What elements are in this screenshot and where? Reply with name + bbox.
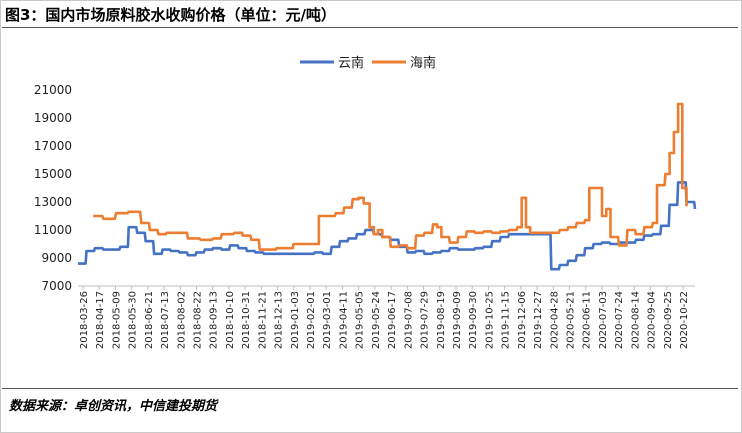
- series-line-hainan: [93, 102, 688, 251]
- x-tick-label: 2019-06-17: [387, 291, 398, 349]
- legend: 云南 海南: [300, 55, 436, 71]
- x-tick-label: 2018-06-21: [144, 291, 155, 349]
- legend-label-yunnan: 云南: [338, 55, 364, 71]
- x-tick-label: 2019-05-05: [355, 291, 366, 349]
- x-tick-label: 2019-11-15: [501, 291, 512, 349]
- x-tick-label: 2020-09-25: [663, 291, 674, 349]
- x-tick-label: 2020-07-03: [598, 291, 609, 349]
- title-divider: [2, 27, 738, 28]
- x-tick-label: 2018-12-13: [274, 291, 285, 349]
- y-tick-label: 13000: [34, 195, 72, 209]
- y-tick-label: 17000: [34, 139, 72, 153]
- y-tick-label: 7000: [41, 279, 72, 293]
- x-tick-label: 2018-08-02: [176, 291, 187, 349]
- x-tick-label: 2019-10-25: [484, 291, 495, 349]
- legend-label-hainan: 海南: [410, 55, 436, 71]
- x-tick-label: 2018-09-13: [209, 291, 220, 349]
- y-axis: 7000 9000 11000 13000 15000 17000 19000 21000: [34, 83, 72, 293]
- x-tick-label: 2019-07-08: [403, 291, 414, 349]
- y-tick-label: 11000: [34, 223, 72, 237]
- x-tick-label: 2019-08-19: [436, 291, 447, 349]
- x-tick-label: 2018-10-10: [225, 291, 236, 349]
- plot-area: [78, 102, 697, 271]
- x-tick-label: 2020-06-11: [582, 291, 593, 349]
- figure-title: 图3：国内市场原料胶水收购价格（单位：元/吨）: [5, 6, 336, 24]
- x-tick-label: 2018-04-17: [95, 291, 106, 349]
- x-tick-label: 2020-04-28: [549, 291, 560, 349]
- y-tick-label: 9000: [41, 251, 72, 265]
- x-tick-label: 2018-07-13: [160, 291, 171, 349]
- y-tick-label: 15000: [34, 167, 72, 181]
- x-tick-label: 2018-05-30: [128, 291, 139, 349]
- x-tick-label: 2020-08-14: [630, 291, 641, 349]
- x-tick-label: 2019-09-09: [452, 291, 463, 349]
- x-tick-label: 2020-05-21: [565, 291, 576, 349]
- x-tick-label: 2018-05-09: [111, 291, 122, 349]
- x-tick-label: 2019-09-30: [468, 291, 479, 349]
- x-tick-label: 2019-07-29: [420, 291, 431, 349]
- x-tick-label: 2019-12-06: [517, 291, 528, 349]
- x-tick-label: 2019-05-24: [371, 291, 382, 349]
- x-tick-label: 2019-03-01: [322, 291, 333, 349]
- x-tick-label: 2019-01-03: [290, 291, 301, 349]
- x-tick-label: 2019-02-01: [306, 291, 317, 349]
- x-tick-label: 2019-12-27: [533, 291, 544, 349]
- y-tick-label: 19000: [34, 111, 72, 125]
- x-tick-label: 2018-03-26: [79, 291, 90, 349]
- x-tick-label: 2019-04-11: [338, 291, 349, 349]
- x-tick-label: 2020-09-04: [647, 291, 658, 349]
- x-tick-label: 2018-08-22: [193, 291, 204, 349]
- x-tick-label: 2018-10-31: [241, 291, 252, 349]
- x-tick-label: 2020-10-22: [679, 291, 690, 349]
- x-tick-label: 2020-07-24: [614, 291, 625, 349]
- source-divider: [2, 388, 738, 389]
- x-tick-label: 2018-11-21: [257, 291, 268, 349]
- data-source-note: 数据来源：卓创资讯，中信建投期货: [9, 399, 218, 414]
- y-tick-label: 21000: [34, 83, 72, 97]
- x-axis: 2018-03-26 2018-04-17 2018-05-09 2018-05-30…: [78, 285, 695, 349]
